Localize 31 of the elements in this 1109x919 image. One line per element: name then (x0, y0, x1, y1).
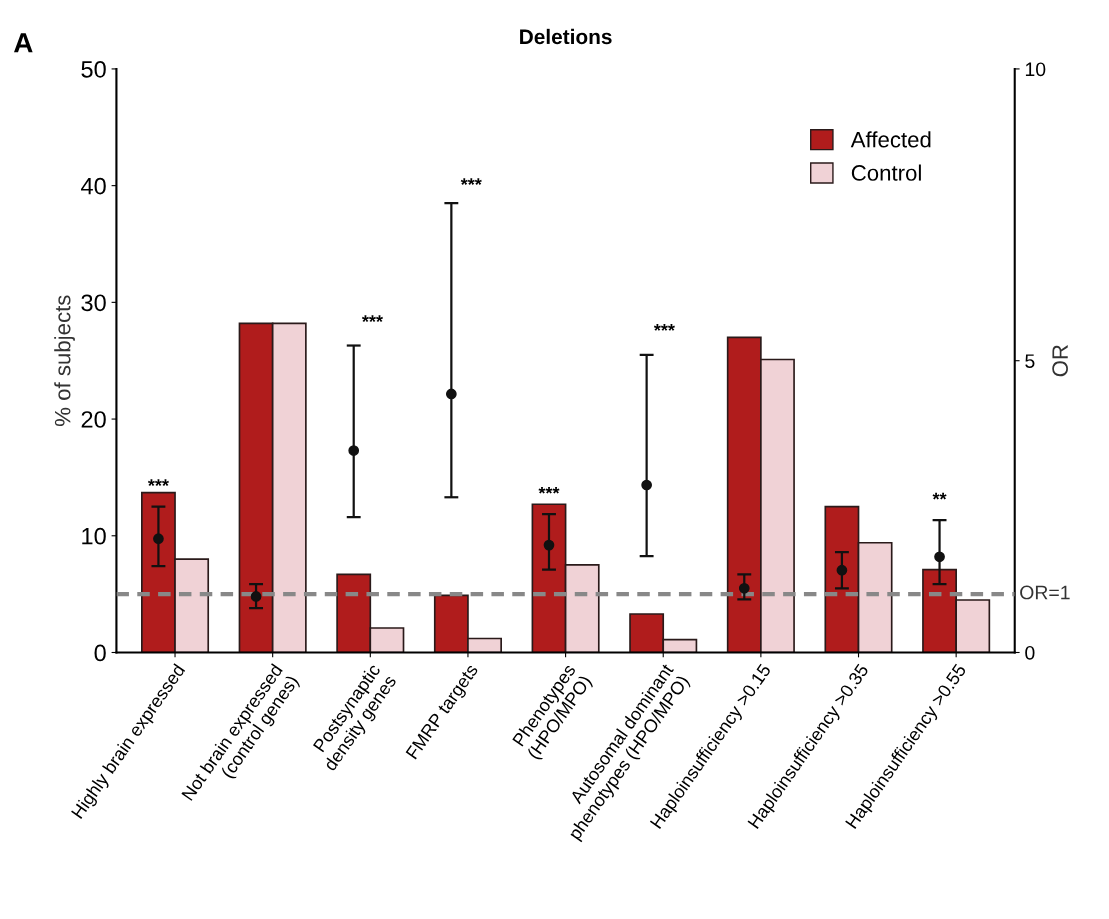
point (250, 591, 262, 602)
text: A (14, 33, 33, 53)
ref-line-label: OR=1 (1020, 585, 1070, 600)
point (836, 564, 848, 576)
data-label: *** (147, 479, 169, 487)
y2-tick-label: 10 (1025, 62, 1046, 77)
y-tick-label: 30 (81, 294, 106, 312)
y-axis-title: % of subjects (54, 295, 75, 426)
y-tick-label: 0 (94, 644, 106, 662)
point (543, 539, 555, 551)
data-label: *** (538, 486, 560, 494)
y2-tick-label: 0 (1025, 645, 1035, 660)
chart-title: Deletions (520, 28, 612, 45)
y-tick-label: 50 (81, 60, 106, 78)
y-tick-label: 10 (82, 527, 106, 545)
data-label: ** (932, 492, 947, 500)
point (153, 533, 164, 545)
point (934, 551, 945, 563)
y2-tick-label: 5 (1025, 354, 1035, 368)
point (738, 582, 750, 594)
y2-axis-title: OR (1052, 345, 1068, 377)
y-tick-label: 40 (81, 177, 106, 195)
annotation: *** (653, 324, 675, 331)
point (641, 479, 652, 491)
point (348, 445, 360, 456)
annotation: *** (460, 178, 482, 185)
annotation: *** (361, 315, 383, 323)
point (445, 388, 457, 400)
y-tick-label: 20 (81, 411, 106, 428)
legend-label: Affected (850, 131, 931, 148)
legend-label: Control (851, 164, 921, 181)
